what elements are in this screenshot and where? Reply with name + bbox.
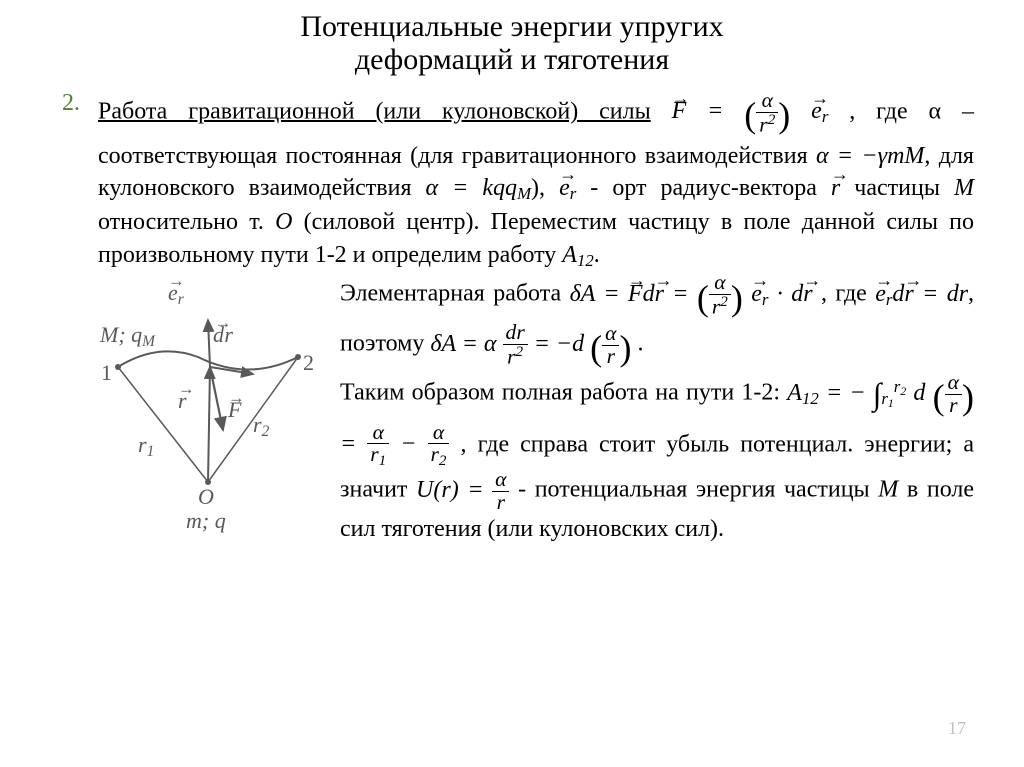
p1r6: относительно т. — [98, 209, 275, 235]
para1-lead: Работа гравитационной (или кулоновской) … — [98, 98, 651, 124]
page-title: Потенциальные энергии упругих деформаций… — [50, 10, 974, 76]
r1b: , где — [821, 281, 875, 307]
lbl-r1: r — [138, 432, 147, 457]
lbl-1: 1 — [101, 360, 112, 386]
lbl-r: r — [178, 388, 187, 414]
lbl-Mq: M; q — [100, 322, 142, 347]
lbl-O: O — [198, 484, 214, 510]
lbl-dr: d r — [213, 322, 231, 347]
paragraph-1: Работа гравитационной (или кулоновской) … — [98, 90, 974, 272]
p1M: M — [954, 175, 974, 201]
r1a: Элементарная работа — [340, 281, 570, 307]
p1r4: - орт радиус-вектора — [576, 175, 831, 201]
r2c: - потенциальная энергия частицы — [518, 477, 878, 503]
title-line-2: деформаций и тяготения — [355, 43, 669, 76]
lbl-mq: m; q — [186, 508, 226, 534]
r2a: Таким образом полная работа на пути 1-2: — [340, 380, 787, 406]
lbl-2: 2 — [303, 350, 314, 376]
lbl-qsub: M — [142, 333, 155, 350]
lbl-er: e — [168, 280, 178, 305]
a12sym: A — [562, 242, 577, 268]
p1r3: ), — [531, 175, 559, 201]
p1r5: частицы — [840, 175, 954, 201]
r2M: M — [878, 477, 898, 503]
title-line-1: Потенциальные энергии упругих — [300, 10, 723, 43]
force-diagram: er M; qM d r 1 2 r F r1 r2 O m; q — [98, 272, 328, 532]
page-number: 17 — [948, 718, 966, 739]
lbl-F: F — [228, 397, 241, 423]
p1O: O — [275, 209, 292, 235]
right-text: Элементарная работа δA = Fdr = (αr2) er … — [340, 272, 974, 545]
lbl-r2: r — [253, 412, 262, 437]
list-number: 2. — [62, 90, 80, 117]
